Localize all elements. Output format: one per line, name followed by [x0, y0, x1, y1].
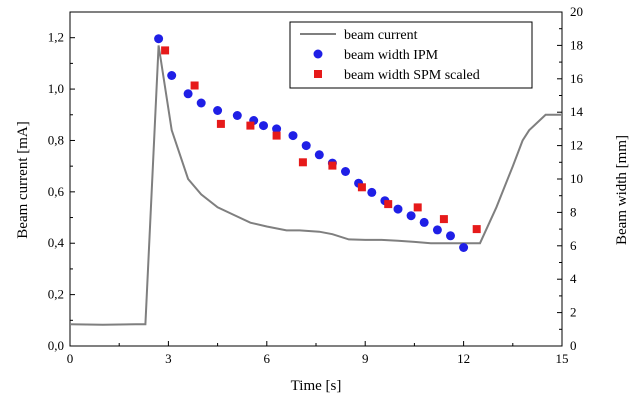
legend-swatch-beam-width-spm — [314, 70, 322, 78]
ipm-point — [196, 98, 206, 108]
spm-point — [357, 183, 366, 192]
x-tick-label: 12 — [457, 351, 470, 366]
ipm-point — [314, 150, 324, 160]
ipm-point — [406, 211, 416, 221]
series-points-beam-width-ipm — [154, 34, 469, 252]
ipm-point — [183, 89, 193, 99]
y2-tick-label: 20 — [570, 4, 583, 19]
legend-swatch-beam-width-ipm — [313, 49, 323, 59]
ipm-point — [341, 167, 350, 176]
y-tick-label: 1,2 — [48, 30, 64, 45]
x-tick-label: 9 — [362, 351, 369, 366]
ipm-point — [288, 131, 298, 141]
ipm-point — [459, 243, 469, 252]
ipm-point — [154, 34, 164, 44]
y2-tick-label: 18 — [570, 37, 583, 52]
series-line-beam-current — [69, 45, 562, 326]
spm-point — [413, 203, 422, 212]
y-tick-label: 0,2 — [48, 287, 64, 302]
spm-point — [298, 158, 307, 167]
y2-axis-title: Beam width [mm] — [614, 135, 630, 245]
ipm-point — [232, 111, 242, 120]
y-axis-right: 0 2 4 6 8 10 12 14 16 18 20 — [557, 4, 584, 353]
spm-point — [472, 225, 481, 234]
y-tick-label: 1,0 — [48, 81, 64, 96]
spm-point — [246, 121, 255, 130]
legend-label-beam-width-ipm: beam width IPM — [344, 48, 439, 63]
x-axis: 0 3 6 9 12 15 — [67, 341, 569, 366]
y2-tick-label: 16 — [570, 71, 584, 86]
ipm-point — [272, 124, 282, 134]
legend: beam current beam width IPM beam width S… — [289, 21, 533, 89]
spm-point — [384, 200, 393, 209]
ipm-point — [419, 217, 429, 227]
y2-tick-label: 10 — [570, 171, 583, 186]
x-tick-label: 3 — [165, 351, 172, 366]
y2-tick-label: 12 — [570, 138, 583, 153]
y-tick-label: 0,4 — [48, 235, 65, 250]
y2-tick-label: 6 — [570, 238, 577, 253]
y-tick-label: 0,8 — [48, 132, 64, 147]
y-axis-left: 0,0 0,2 0,4 0,6 0,8 1,0 1,2 — [48, 30, 75, 353]
y2-tick-label: 14 — [570, 104, 584, 119]
ipm-point — [213, 106, 223, 115]
spm-point — [161, 46, 170, 55]
spm-point — [216, 119, 225, 128]
legend-label-beam-width-spm: beam width SPM scaled — [344, 68, 480, 83]
x-tick-label: 6 — [264, 351, 271, 366]
legend-label-beam-current: beam current — [344, 28, 418, 43]
ipm-point — [432, 225, 442, 235]
y-tick-label: 0,6 — [48, 184, 65, 199]
ipm-point — [167, 71, 177, 80]
series-points-beam-width-spm — [161, 46, 481, 234]
y-tick-label: 0,0 — [48, 338, 64, 353]
y2-tick-label: 0 — [570, 338, 577, 353]
ipm-point — [446, 231, 455, 241]
y-axis-title: Beam current [mA] — [15, 121, 31, 238]
ipm-point — [259, 121, 268, 131]
spm-point — [439, 215, 448, 224]
ipm-point — [367, 187, 377, 197]
spm-point — [272, 131, 281, 140]
x-tick-label: 15 — [556, 351, 569, 366]
ipm-point — [393, 204, 403, 214]
y2-tick-label: 8 — [570, 204, 577, 219]
y2-tick-label: 4 — [570, 271, 577, 286]
spm-point — [190, 81, 199, 90]
spm-point — [328, 161, 337, 170]
x-tick-label: 0 — [67, 351, 74, 366]
y2-tick-label: 2 — [570, 305, 577, 320]
ipm-point — [301, 141, 311, 151]
x-axis-title: Time [s] — [291, 378, 342, 394]
